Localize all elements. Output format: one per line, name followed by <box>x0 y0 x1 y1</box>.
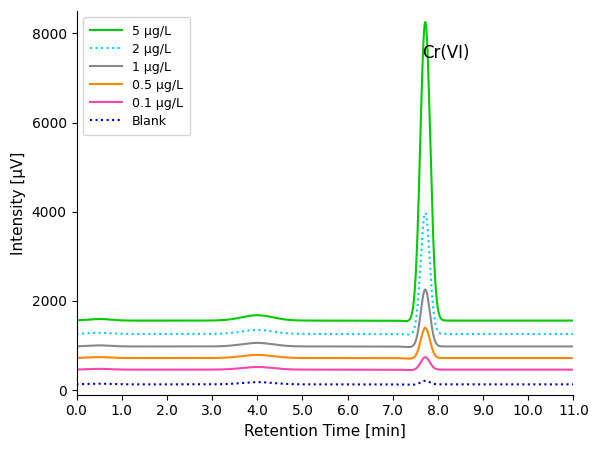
Blank <box>73 382 80 387</box>
Line: 0.5 μg/L: 0.5 μg/L <box>77 328 574 359</box>
2 μg/L <box>386 331 394 337</box>
0.5 μg/L <box>386 356 394 361</box>
0.5 μg/L <box>570 356 577 361</box>
1 μg/L <box>188 344 195 349</box>
2 μg/L <box>422 210 429 216</box>
0.1 μg/L <box>188 367 195 372</box>
1 μg/L <box>570 344 577 349</box>
1 μg/L <box>73 344 80 349</box>
0.1 μg/L <box>538 367 545 372</box>
2 μg/L <box>188 331 195 337</box>
5 μg/L <box>514 318 521 323</box>
0.5 μg/L <box>423 327 430 332</box>
1 μg/L <box>405 344 412 350</box>
Line: 0.1 μg/L: 0.1 μg/L <box>77 357 574 370</box>
0.5 μg/L <box>188 356 195 361</box>
2 μg/L <box>569 331 577 337</box>
0.5 μg/L <box>422 325 429 330</box>
Line: 1 μg/L: 1 μg/L <box>77 289 574 347</box>
1 μg/L <box>569 344 577 349</box>
Blank <box>569 382 577 387</box>
Blank <box>423 378 430 384</box>
2 μg/L <box>570 331 577 337</box>
Blank <box>407 382 414 387</box>
0.1 μg/L <box>422 355 429 360</box>
5 μg/L <box>188 318 195 323</box>
Blank <box>538 382 545 387</box>
0.1 μg/L <box>406 367 413 373</box>
5 μg/L <box>538 318 545 323</box>
Blank <box>188 382 195 387</box>
0.5 μg/L <box>73 355 80 360</box>
0.1 μg/L <box>386 367 394 372</box>
2 μg/L <box>538 331 545 337</box>
2 μg/L <box>73 331 80 337</box>
X-axis label: Retention Time [min]: Retention Time [min] <box>244 424 406 439</box>
2 μg/L <box>404 332 412 338</box>
5 μg/L <box>570 318 577 323</box>
0.5 μg/L <box>406 356 413 361</box>
2 μg/L <box>423 216 430 222</box>
5 μg/L <box>422 19 429 25</box>
5 μg/L <box>73 318 80 323</box>
0.1 μg/L <box>423 355 430 360</box>
0.1 μg/L <box>570 367 577 372</box>
1 μg/L <box>422 287 429 292</box>
0.1 μg/L <box>569 367 577 372</box>
1 μg/L <box>538 344 545 349</box>
1 μg/L <box>386 344 394 349</box>
Text: Cr(VI): Cr(VI) <box>422 45 470 63</box>
5 μg/L <box>386 318 394 323</box>
Legend: 5 μg/L, 2 μg/L, 1 μg/L, 0.5 μg/L, 0.1 μg/L, Blank: 5 μg/L, 2 μg/L, 1 μg/L, 0.5 μg/L, 0.1 μg… <box>83 18 190 135</box>
5 μg/L <box>402 319 409 324</box>
Y-axis label: Intensity [μV]: Intensity [μV] <box>11 151 26 255</box>
Line: Blank: Blank <box>77 381 574 385</box>
Blank <box>386 382 394 387</box>
Blank <box>514 382 521 387</box>
5 μg/L <box>423 33 430 38</box>
0.1 μg/L <box>73 367 80 372</box>
0.5 μg/L <box>514 356 521 361</box>
1 μg/L <box>514 344 521 349</box>
Blank <box>570 382 577 387</box>
Blank <box>422 378 429 383</box>
1 μg/L <box>423 290 430 295</box>
Line: 2 μg/L: 2 μg/L <box>77 213 574 335</box>
Line: 5 μg/L: 5 μg/L <box>77 22 574 321</box>
0.5 μg/L <box>569 356 577 361</box>
0.1 μg/L <box>514 367 521 372</box>
5 μg/L <box>569 318 577 323</box>
2 μg/L <box>514 331 521 337</box>
0.5 μg/L <box>538 356 545 361</box>
